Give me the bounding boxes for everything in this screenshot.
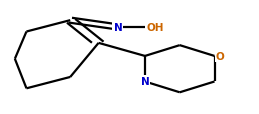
Text: O: O (216, 52, 225, 61)
Text: N: N (113, 23, 122, 33)
Text: OH: OH (146, 23, 164, 33)
Text: N: N (141, 77, 149, 87)
